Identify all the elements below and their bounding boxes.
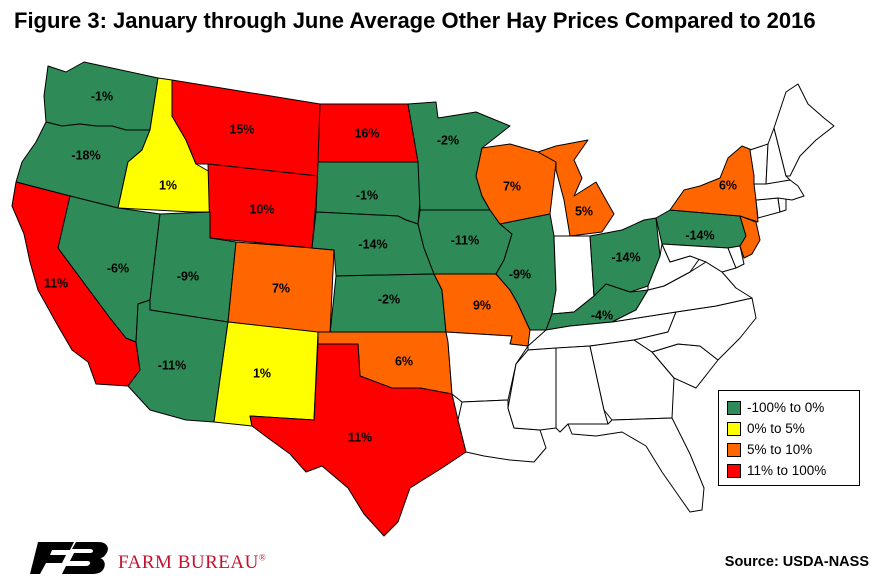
label-ks: -2% (378, 292, 400, 306)
label-or: -18% (71, 148, 100, 162)
label-wy: 10% (249, 202, 274, 216)
label-pa: -14% (685, 228, 714, 242)
state-ct (755, 197, 781, 219)
legend-label: -100% to 0% (747, 400, 825, 415)
label-ky: -4% (591, 308, 613, 322)
legend-item: -100% to 0% (727, 397, 853, 418)
state-la (457, 399, 547, 463)
state-ri (777, 197, 787, 213)
state-wi (475, 143, 557, 225)
legend-item: 5% to 10% (727, 439, 853, 460)
state-fl (567, 417, 705, 513)
label-mt: 15% (229, 122, 254, 136)
label-tx: 11% (348, 430, 372, 444)
legend-label: 11% to 100% (747, 463, 827, 478)
label-nd: 16% (354, 126, 379, 140)
label-ok: 6% (395, 354, 413, 368)
legend-label: 0% to 5% (747, 421, 805, 436)
state-mi (537, 139, 615, 237)
map-legend: -100% to 0% 0% to 5% 5% to 10% 11% to 10… (718, 390, 860, 486)
farm-bureau-logo-icon (30, 542, 108, 574)
state-tx (249, 343, 467, 537)
label-mn: -2% (437, 133, 459, 147)
label-id: 1% (159, 178, 177, 192)
state-nj (739, 215, 761, 259)
label-il: -9% (509, 267, 531, 281)
state-de (727, 245, 745, 269)
legend-swatch (727, 442, 741, 457)
label-ne: -14% (358, 237, 387, 251)
state-ar (445, 331, 529, 403)
legend-item: 0% to 5% (727, 418, 853, 439)
state-ny (669, 145, 759, 223)
label-wi: 7% (503, 179, 521, 193)
legend-swatch (727, 400, 741, 415)
state-co (227, 241, 335, 335)
label-az: -11% (158, 358, 187, 372)
label-sd: -1% (356, 188, 378, 202)
legend-label: 5% to 10% (747, 442, 813, 457)
registered-mark: ® (258, 552, 267, 563)
label-ia: -11% (451, 233, 480, 247)
farm-bureau-wordmark: FARM BUREAU® (118, 552, 266, 574)
label-wa: -1% (91, 89, 113, 103)
label-nm: 1% (253, 366, 271, 380)
label-oh: -14% (611, 250, 640, 264)
label-ca: 11% (44, 276, 68, 290)
state-ma (753, 179, 805, 201)
legend-swatch (727, 421, 741, 436)
label-ut: -9% (177, 269, 199, 283)
label-ny: 6% (719, 178, 737, 192)
label-mi: 5% (575, 204, 593, 218)
legend-item: 11% to 100% (727, 460, 853, 481)
source-note: Source: USDA-NASS (724, 554, 869, 570)
label-co: 7% (272, 281, 290, 295)
label-nv: -6% (107, 261, 129, 275)
legend-swatch (727, 463, 741, 478)
state-vt (749, 143, 769, 185)
figure-title: Figure 3: January through June Average O… (14, 8, 816, 33)
brand-name: FARM BUREAU (118, 552, 259, 573)
label-mo: 9% (473, 298, 491, 312)
state-me (773, 83, 835, 177)
state-ms (507, 347, 557, 431)
